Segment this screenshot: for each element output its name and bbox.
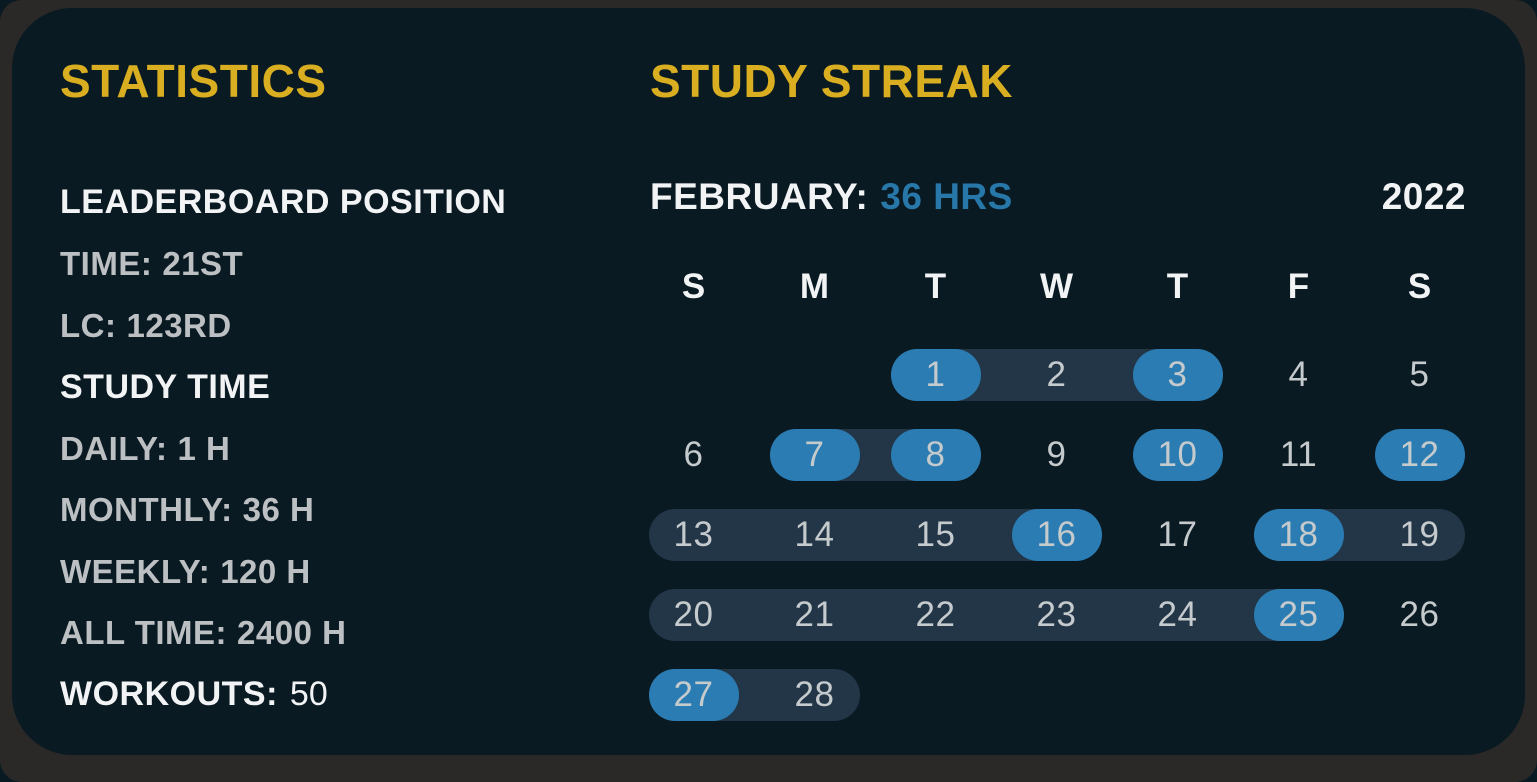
calendar-day: 26	[1399, 595, 1440, 634]
calendar-day: 9	[1046, 435, 1067, 474]
calendar-day: 12	[1399, 435, 1440, 474]
calendar-day: 15	[915, 515, 956, 554]
year-label: 2022	[1381, 176, 1466, 217]
stat-label: WEEKLY:	[60, 552, 211, 590]
calendar-day: 7	[804, 435, 825, 474]
stat-label: TIME:	[60, 245, 153, 283]
calendar-day: 25	[1278, 595, 1319, 634]
calendar-day: 16	[1036, 515, 1077, 554]
weekday-header-fri: F	[1287, 267, 1310, 306]
stat-label: ALL TIME:	[60, 614, 228, 652]
calendar-day: 13	[673, 515, 714, 554]
study-time-weekly-row: WEEKLY: 120 H	[60, 541, 506, 603]
month-summary-line: FEBRUARY: 36 HRS 2022	[633, 176, 1480, 218]
leaderboard-position-heading: LEADERBOARD POSITION	[60, 172, 506, 234]
studied-day-pill	[1132, 349, 1223, 401]
weekday-header-sun: S	[681, 267, 706, 306]
calendar-day: 10	[1157, 435, 1198, 474]
calendar-day: 21	[794, 595, 835, 634]
calendar-day: 2	[1046, 355, 1067, 394]
calendar-day: 28	[794, 675, 835, 714]
studied-day-pill	[1253, 509, 1344, 561]
study-streak-title: STUDY STREAK	[650, 55, 1013, 107]
calendar-row: 13 14 15 16 17 18 19	[633, 495, 1480, 575]
month-label: FEBRUARY:	[650, 176, 869, 217]
stat-label: LEADERBOARD POSITION	[60, 183, 507, 222]
weekday-header-sat: S	[1407, 267, 1432, 306]
stat-value: 36 H	[242, 491, 315, 529]
calendar-day: 1	[925, 355, 946, 394]
statistics-title: STATISTICS	[60, 55, 327, 107]
statistics-list: LEADERBOARD POSITION TIME: 21ST LC: 123R…	[60, 172, 506, 726]
calendar-day: 17	[1157, 515, 1198, 554]
calendar-day: 20	[673, 595, 714, 634]
studied-day-pill	[1132, 429, 1223, 481]
studied-day-pill	[1011, 509, 1102, 561]
stat-label: LC:	[60, 306, 117, 344]
leaderboard-lc-row: LC: 123RD	[60, 295, 506, 357]
workouts-row: WORKOUTS: 50	[60, 664, 506, 726]
studied-day-pill	[1253, 589, 1344, 641]
calendar-day: 8	[925, 435, 946, 474]
studied-day-pill	[1374, 429, 1465, 481]
study-time-heading: STUDY TIME	[60, 357, 506, 419]
leaderboard-time-row: TIME: 21ST	[60, 234, 506, 296]
streak-band	[648, 589, 1344, 641]
calendar-row: 1 2 3 4 5	[633, 335, 1480, 415]
studied-day-pill	[648, 669, 739, 721]
weekday-header-mon: M	[799, 267, 830, 306]
weekday-header-wed: W	[1039, 267, 1074, 306]
study-time-daily-row: DAILY: 1 H	[60, 418, 506, 480]
stat-label: MONTHLY:	[60, 491, 233, 529]
calendar-day: 27	[673, 675, 714, 714]
calendar-row: 20 21 22 23 24 25 26	[633, 575, 1480, 655]
studied-day-pill	[890, 349, 981, 401]
calendar-day: 3	[1167, 355, 1188, 394]
stat-value: 2400 H	[237, 614, 347, 652]
calendar-day: 11	[1279, 435, 1318, 474]
weekday-header-row: S M T W T F S	[633, 262, 1480, 312]
stat-value: 1 H	[177, 429, 231, 467]
calendar-day: 19	[1399, 515, 1440, 554]
stat-value: 123RD	[126, 306, 232, 344]
calendar-grid: 1 2 3 4 5 6 7 8 9 10 11 12 13 14 15 16 17 18 19 20 21 22 23 24 2…	[633, 335, 1480, 735]
study-time-monthly-row: MONTHLY: 36 H	[60, 480, 506, 542]
calendar-row: 27 28	[633, 655, 1480, 735]
stat-label: WORKOUTS:	[60, 675, 278, 714]
studied-day-pill	[890, 429, 981, 481]
calendar-day: 5	[1409, 355, 1430, 394]
calendar-day: 14	[794, 515, 835, 554]
studied-day-pill	[769, 429, 860, 481]
calendar-day: 6	[683, 435, 704, 474]
calendar-day: 4	[1288, 355, 1309, 394]
stat-value: 21ST	[162, 245, 244, 283]
stat-label: STUDY TIME	[60, 367, 271, 406]
month-hours-value: 36 HRS	[880, 176, 1013, 217]
calendar-day: 22	[915, 595, 956, 634]
calendar-day: 24	[1157, 595, 1198, 634]
study-time-alltime-row: ALL TIME: 2400 H	[60, 603, 506, 665]
stat-label: DAILY:	[60, 429, 168, 467]
calendar-day: 18	[1278, 515, 1319, 554]
stat-value: 50	[289, 675, 328, 714]
weekday-header-thu: T	[1166, 267, 1189, 306]
calendar-day: 23	[1036, 595, 1077, 634]
weekday-header-tue: T	[924, 267, 947, 306]
stat-value: 120 H	[220, 552, 311, 590]
calendar-row: 6 7 8 9 10 11 12	[633, 415, 1480, 495]
